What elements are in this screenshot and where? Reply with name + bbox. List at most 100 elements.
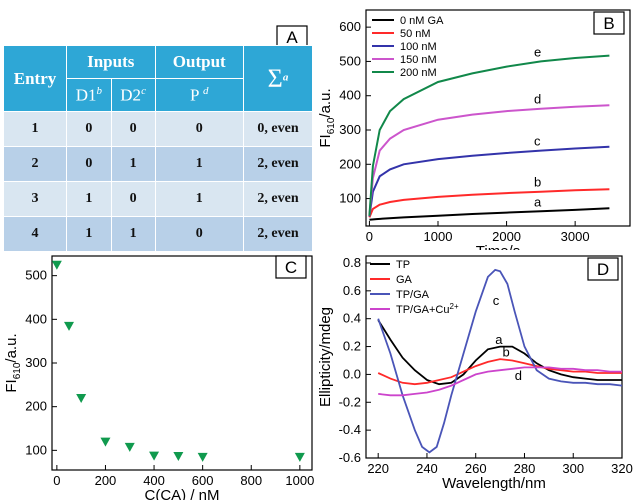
- cell-d2: 0: [110, 181, 156, 217]
- y-tick-label: 400: [25, 311, 47, 326]
- cell-d1: 0: [66, 111, 112, 147]
- x-tick-label: 0: [366, 229, 373, 244]
- x-tick-label: 800: [240, 473, 262, 488]
- legend-label: 100 nM: [400, 41, 437, 53]
- x-tick-label: 1000: [285, 473, 314, 488]
- y-tick-label: 0.2: [343, 339, 361, 354]
- legend-label: GA: [396, 274, 413, 286]
- series-curve-label: d: [534, 92, 541, 107]
- plot-frame: [365, 9, 631, 227]
- series-line: [377, 268, 623, 454]
- x-tick-label: 240: [416, 461, 438, 476]
- panel-label: B: [603, 14, 614, 33]
- cell-sum: 2, even: [243, 181, 313, 217]
- cell-d2: 1: [110, 146, 156, 182]
- x-tick-label: 220: [367, 461, 389, 476]
- y-tick-label: 300: [25, 355, 47, 370]
- data-point: [173, 452, 184, 462]
- series-line: [377, 319, 622, 386]
- header-d1-sup: b: [96, 84, 103, 97]
- plot-frame: [51, 255, 313, 471]
- data-point: [124, 442, 135, 452]
- series-curve-label: a: [534, 194, 542, 209]
- cell-d1: 1: [66, 181, 112, 217]
- cell-sum: 2, even: [243, 146, 313, 182]
- header-d1-text: D1: [75, 85, 97, 105]
- series-line: [368, 145, 610, 217]
- truth-table: Entry Inputs Output Σa D1b D2c P d 1 0 0…: [3, 45, 313, 252]
- legend-label: TP: [396, 259, 410, 271]
- table-row: 2 0 1 1 2, even: [3, 146, 313, 182]
- header-d1: D1b: [66, 78, 112, 112]
- y-tick-label: -0.4: [339, 422, 361, 437]
- y-tick-label: 600: [339, 19, 361, 34]
- y-tick-label: -0.2: [339, 394, 361, 409]
- x-axis-label: C(CA) / nM: [145, 487, 220, 500]
- cell-sum: 0, even: [243, 111, 313, 147]
- y-tick-label: 500: [339, 53, 361, 68]
- panel-a: A Entry Inputs Output Σa D1b D2c P d 1 0…: [0, 0, 320, 252]
- y-tick-label: 0.6: [343, 283, 361, 298]
- legend-label: 200 nM: [400, 67, 437, 79]
- y-tick-label: 100: [25, 442, 47, 457]
- y-tick-label: 0.0: [343, 366, 361, 381]
- y-axis-label: Ellipticity/mdeg: [318, 307, 334, 407]
- panel-label-box: [593, 11, 625, 35]
- table-row: 3 1 0 1 2, even: [3, 181, 313, 217]
- x-tick-label: 3000: [561, 229, 590, 244]
- series-line: [368, 54, 610, 216]
- panel-label: D: [597, 260, 609, 279]
- data-point: [76, 393, 87, 403]
- header-entry: Entry: [3, 45, 67, 112]
- series-line: [369, 207, 610, 221]
- x-tick-label: 0: [53, 473, 60, 488]
- y-tick-label: 500: [25, 268, 47, 283]
- x-tick-label: 320: [611, 461, 633, 476]
- series-line: [368, 104, 610, 216]
- series-curve-label: e: [534, 44, 541, 59]
- legend-label: TP/GA: [396, 289, 430, 301]
- y-tick-label: 0.8: [343, 255, 361, 270]
- series-line: [378, 366, 622, 397]
- header-d2-text: D2: [120, 85, 142, 105]
- cell-p: 1: [154, 146, 244, 182]
- y-tick-label: -0.6: [339, 450, 361, 465]
- panel-label: C: [285, 258, 297, 277]
- panel-b-chart: 0 1000 2000 3000 100 200 300 400 500 600 Time/s FI6…: [318, 9, 631, 250]
- cell-entry: 1: [3, 111, 67, 147]
- header-sigma: Σa: [243, 45, 313, 112]
- x-tick-label: 200: [95, 473, 117, 488]
- series-line: [377, 358, 622, 386]
- header-p-text: P: [189, 85, 199, 105]
- data-point: [149, 451, 160, 461]
- series-curve-label: c: [534, 134, 541, 149]
- series-curve-label: d: [515, 368, 522, 383]
- x-tick-label: 400: [143, 473, 165, 488]
- plot-frame: [365, 255, 623, 459]
- x-tick-label: 260: [465, 461, 487, 476]
- cell-d1: 1: [66, 216, 112, 252]
- legend-label: 50 nM: [400, 28, 431, 40]
- data-point: [51, 260, 62, 270]
- data-point: [294, 452, 305, 462]
- cell-p: 0: [154, 111, 244, 147]
- x-tick-label: 600: [192, 473, 214, 488]
- y-axis-label: FI610/a.u.: [318, 88, 337, 147]
- cell-d2: 1: [110, 216, 156, 252]
- x-tick-label: 280: [514, 461, 536, 476]
- data-point: [100, 437, 111, 447]
- cell-entry: 3: [3, 181, 67, 217]
- y-tick-label: 400: [339, 88, 361, 103]
- panel-a-label-box: A: [276, 25, 308, 49]
- series-curve-label: b: [534, 175, 541, 190]
- x-axis-label: Wavelength/nm: [442, 475, 546, 492]
- data-point: [197, 452, 208, 462]
- legend-label: TP/GA+Cu2+: [396, 302, 459, 316]
- x-tick-label: 1000: [424, 229, 453, 244]
- y-tick-label: 100: [339, 191, 361, 206]
- cell-d2: 0: [110, 111, 156, 147]
- series-curve-label: a: [495, 332, 503, 347]
- cell-entry: 2: [3, 146, 67, 182]
- header-inputs: Inputs: [66, 45, 156, 79]
- panel-c-chart: 0 200 400 600 800 1000 100 200 300 400 500 C(CA) / …: [3, 255, 314, 500]
